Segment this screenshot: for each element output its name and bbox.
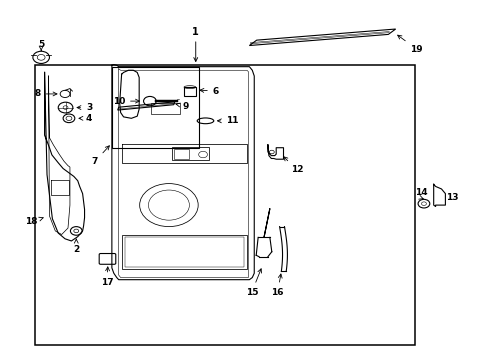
Bar — [122, 235, 247, 269]
Text: 18: 18 — [25, 217, 43, 226]
Bar — [35, 65, 414, 345]
Text: 3: 3 — [77, 103, 92, 112]
Text: 17: 17 — [101, 267, 113, 287]
Bar — [172, 147, 208, 160]
Text: 12: 12 — [283, 157, 303, 175]
Text: 7: 7 — [92, 146, 109, 166]
Text: 10: 10 — [112, 96, 139, 105]
Text: 5: 5 — [38, 40, 44, 49]
Bar — [174, 149, 188, 159]
Text: 11: 11 — [217, 116, 238, 125]
Text: 15: 15 — [245, 269, 261, 297]
Text: 8: 8 — [34, 89, 57, 98]
Text: 1: 1 — [192, 27, 199, 37]
Text: 14: 14 — [414, 188, 427, 197]
Text: 19: 19 — [397, 35, 422, 54]
Bar — [151, 103, 180, 114]
Text: 4: 4 — [79, 114, 92, 123]
Text: 16: 16 — [271, 274, 284, 297]
Bar — [124, 237, 244, 267]
Text: 2: 2 — [73, 239, 79, 254]
Text: 6: 6 — [200, 86, 219, 95]
Text: 13: 13 — [446, 193, 458, 202]
Bar — [112, 67, 198, 148]
Text: 9: 9 — [176, 102, 188, 111]
Bar — [183, 87, 195, 96]
